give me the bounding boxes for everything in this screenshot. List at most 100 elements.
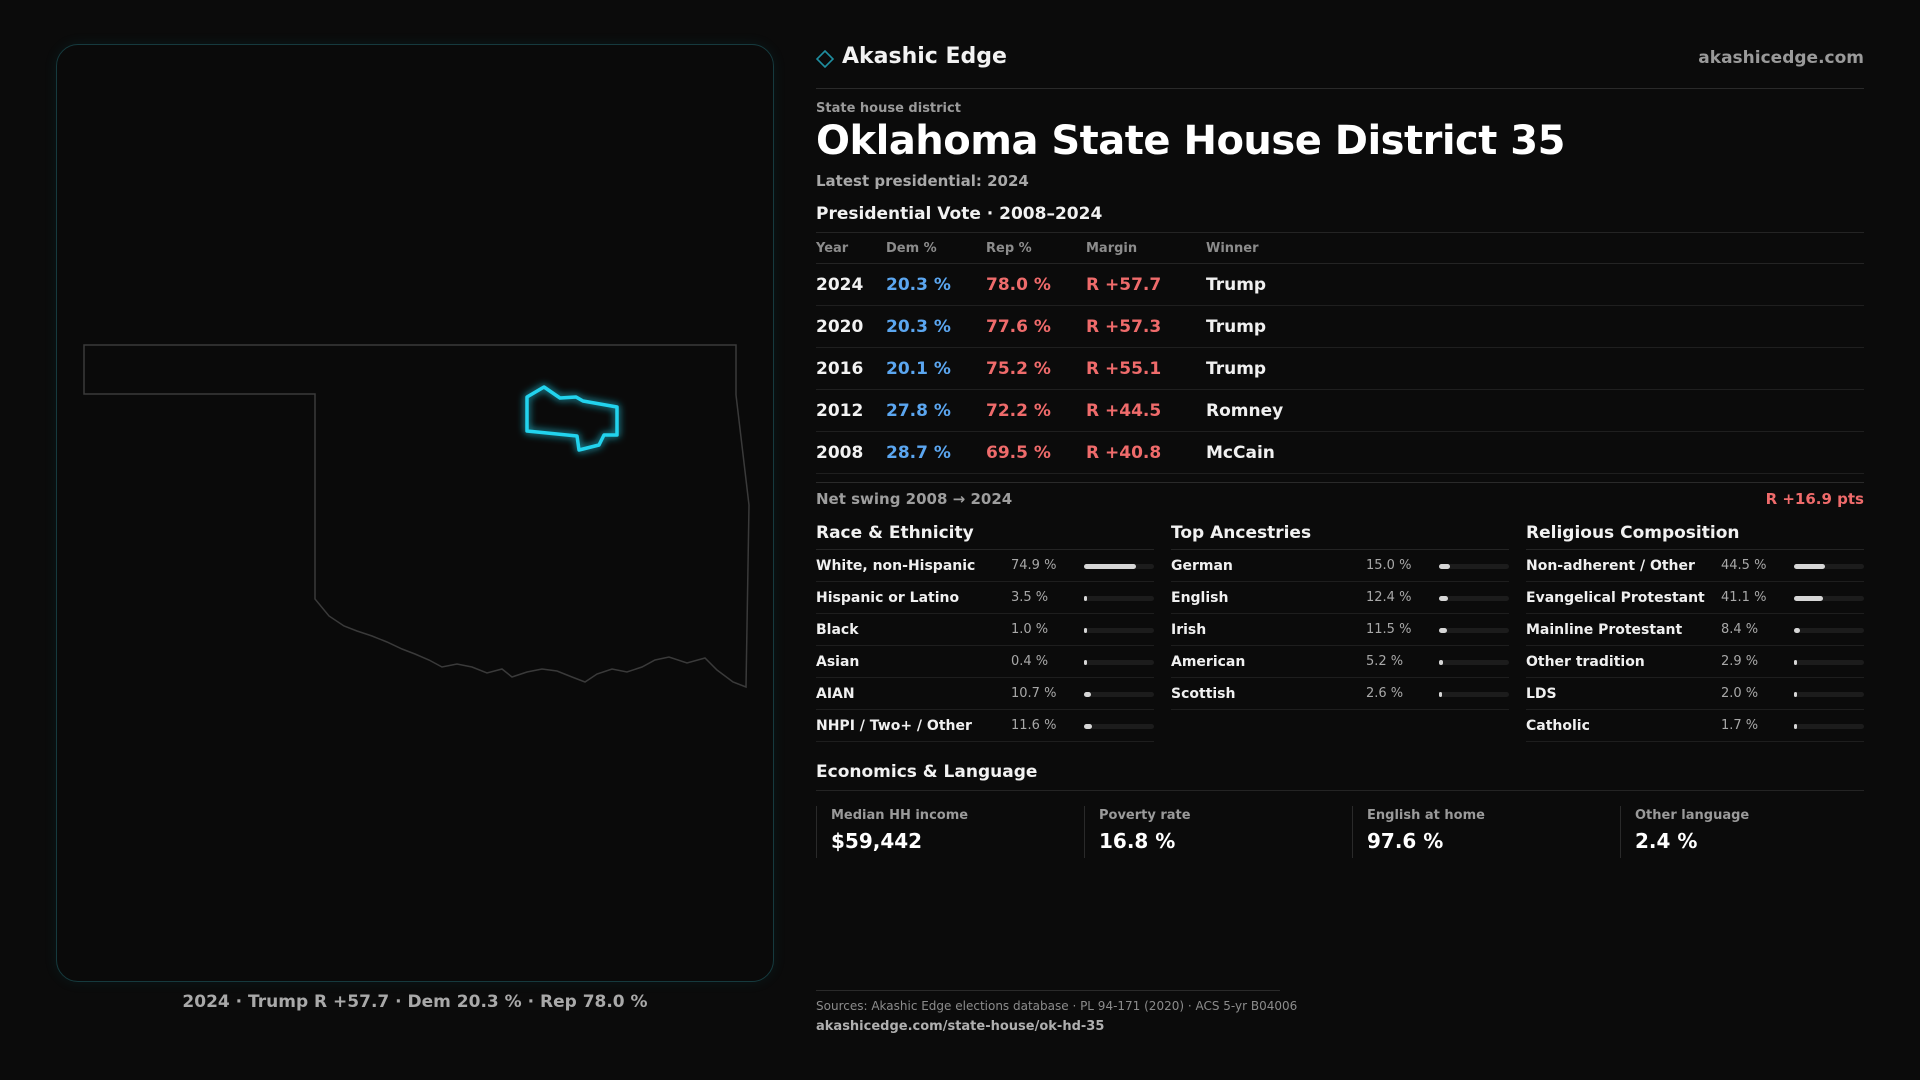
bar-track [1439, 564, 1509, 569]
district-type: State house district [816, 101, 961, 116]
year-cell: 2012 [816, 389, 886, 432]
ancestry-panel: Top Ancestries German 15.0 % English 12.4 %… [1171, 520, 1509, 710]
race-ethnicity-panel: Race & Ethnicity White, non-Hispanic 74.9… [816, 520, 1154, 742]
item-label: Other tradition [1526, 654, 1645, 670]
list-item: Evangelical Protestant 41.1 % [1526, 582, 1864, 614]
list-item: Non-adherent / Other 44.5 % [1526, 550, 1864, 582]
item-value: 8.4 % [1721, 622, 1759, 637]
brand-header: Akashic Edge akashicedge.com [816, 44, 1864, 89]
bar-fill [1439, 596, 1448, 601]
presidential-vote-title: Presidential Vote · 2008–2024 [816, 204, 1103, 224]
kpi-label: Poverty rate [1099, 808, 1191, 823]
kpi-value: 97.6 % [1367, 829, 1444, 853]
kpi-value: $59,442 [831, 829, 923, 853]
item-label: NHPI / Two+ / Other [816, 718, 972, 734]
brand-name: Akashic Edge [842, 44, 1007, 69]
column-header: Dem % [886, 232, 986, 264]
column-header: Year [816, 232, 886, 264]
bar-fill [1084, 596, 1087, 601]
item-value: 2.6 % [1366, 686, 1404, 701]
list-item: Mainline Protestant 8.4 % [1526, 614, 1864, 646]
item-label: AIAN [816, 686, 855, 702]
latest-presidential: Latest presidential: 2024 [816, 172, 1029, 190]
year-cell: 2024 [816, 263, 886, 306]
list-item: Black 1.0 % [816, 614, 1154, 646]
bar-track [1794, 724, 1864, 729]
bar-track [1084, 628, 1154, 633]
bar-fill [1439, 628, 1447, 633]
winner-cell: Trump [1206, 263, 1864, 306]
column-header: Margin [1086, 232, 1206, 264]
item-value: 1.7 % [1721, 718, 1759, 733]
brand-url[interactable]: akashicedge.com [1698, 48, 1864, 68]
table-row: 2020 20.3 % 77.6 % R +57.3 Trump [816, 305, 1864, 348]
item-label: English [1171, 590, 1229, 606]
net-swing-label: Net swing 2008 → 2024 [816, 490, 1013, 508]
bar-track [1794, 628, 1864, 633]
divider [816, 790, 1864, 791]
table-row: 2012 27.8 % 72.2 % R +44.5 Romney [816, 389, 1864, 432]
map-caption: 2024 · Trump R +57.7 · Dem 20.3 % · Rep … [182, 992, 648, 1012]
religion-title: Religious Composition [1526, 520, 1864, 550]
table-row: 2024 20.3 % 78.0 % R +57.7 Trump [816, 263, 1864, 306]
item-value: 1.0 % [1011, 622, 1049, 637]
winner-cell: Trump [1206, 305, 1864, 348]
bar-track [1439, 660, 1509, 665]
kpi-median-income: Median HH income $59,442 [816, 806, 1072, 858]
item-label: Evangelical Protestant [1526, 590, 1705, 606]
margin-cell: R +55.1 [1086, 347, 1206, 390]
item-value: 0.4 % [1011, 654, 1049, 669]
kpi-label: Median HH income [831, 808, 969, 823]
list-item: LDS 2.0 % [1526, 678, 1864, 710]
column-header: Rep % [986, 232, 1086, 264]
source-url-link[interactable]: akashicedge.com/state-house/ok-hd-35 [816, 1019, 1105, 1034]
bar-fill [1794, 692, 1797, 697]
district-35-shape [525, 385, 619, 452]
bar-fill [1794, 596, 1823, 601]
item-label: Irish [1171, 622, 1207, 638]
map-panel [56, 44, 774, 982]
race-ethnicity-title: Race & Ethnicity [816, 520, 1154, 550]
list-item: AIAN 10.7 % [816, 678, 1154, 710]
item-label: Non-adherent / Other [1526, 558, 1695, 574]
bar-track [1084, 596, 1154, 601]
item-label: American [1171, 654, 1246, 670]
ancestry-list: German 15.0 % English 12.4 % Irish 11.5 % Amer… [1171, 550, 1509, 710]
sources-text: Sources: Akashic Edge elections database… [816, 999, 1298, 1013]
list-item: Scottish 2.6 % [1171, 678, 1509, 710]
item-value: 44.5 % [1721, 558, 1767, 573]
dem-cell: 28.7 % [886, 431, 986, 474]
year-cell: 2008 [816, 431, 886, 474]
bar-fill [1794, 628, 1800, 633]
bar-fill [1439, 564, 1450, 569]
rep-cell: 69.5 % [986, 431, 1086, 474]
presidential-vote-table: Year Dem % Rep % Margin Winner 2024 20.3… [816, 232, 1864, 474]
item-value: 41.1 % [1721, 590, 1767, 605]
winner-cell: McCain [1206, 431, 1864, 474]
diamond-logo-icon [816, 50, 834, 68]
dem-cell: 27.8 % [886, 389, 986, 432]
table-row: 2016 20.1 % 75.2 % R +55.1 Trump [816, 347, 1864, 390]
kpi-other-language: Other language 2.4 % [1620, 806, 1876, 858]
item-value: 12.4 % [1366, 590, 1412, 605]
sources-footer: Sources: Akashic Edge elections database… [816, 990, 1298, 1034]
bar-track [1794, 692, 1864, 697]
rep-cell: 75.2 % [986, 347, 1086, 390]
bar-fill [1794, 660, 1797, 665]
list-item: Asian 0.4 % [816, 646, 1154, 678]
net-swing-value: R +16.9 pts [1765, 490, 1864, 508]
bar-fill [1794, 564, 1825, 569]
bar-track [1439, 596, 1509, 601]
bar-fill [1084, 628, 1087, 633]
item-value: 10.7 % [1011, 686, 1057, 701]
religion-list: Non-adherent / Other 44.5 % Evangelical Pr… [1526, 550, 1864, 742]
list-item: Catholic 1.7 % [1526, 710, 1864, 742]
rep-cell: 78.0 % [986, 263, 1086, 306]
religion-panel: Religious Composition Non-adherent / Oth… [1526, 520, 1864, 742]
bar-fill [1439, 660, 1443, 665]
item-value: 11.5 % [1366, 622, 1412, 637]
table-row: 2008 28.7 % 69.5 % R +40.8 McCain [816, 431, 1864, 474]
kpi-label: Other language [1635, 808, 1750, 823]
item-value: 5.2 % [1366, 654, 1404, 669]
margin-cell: R +40.8 [1086, 431, 1206, 474]
